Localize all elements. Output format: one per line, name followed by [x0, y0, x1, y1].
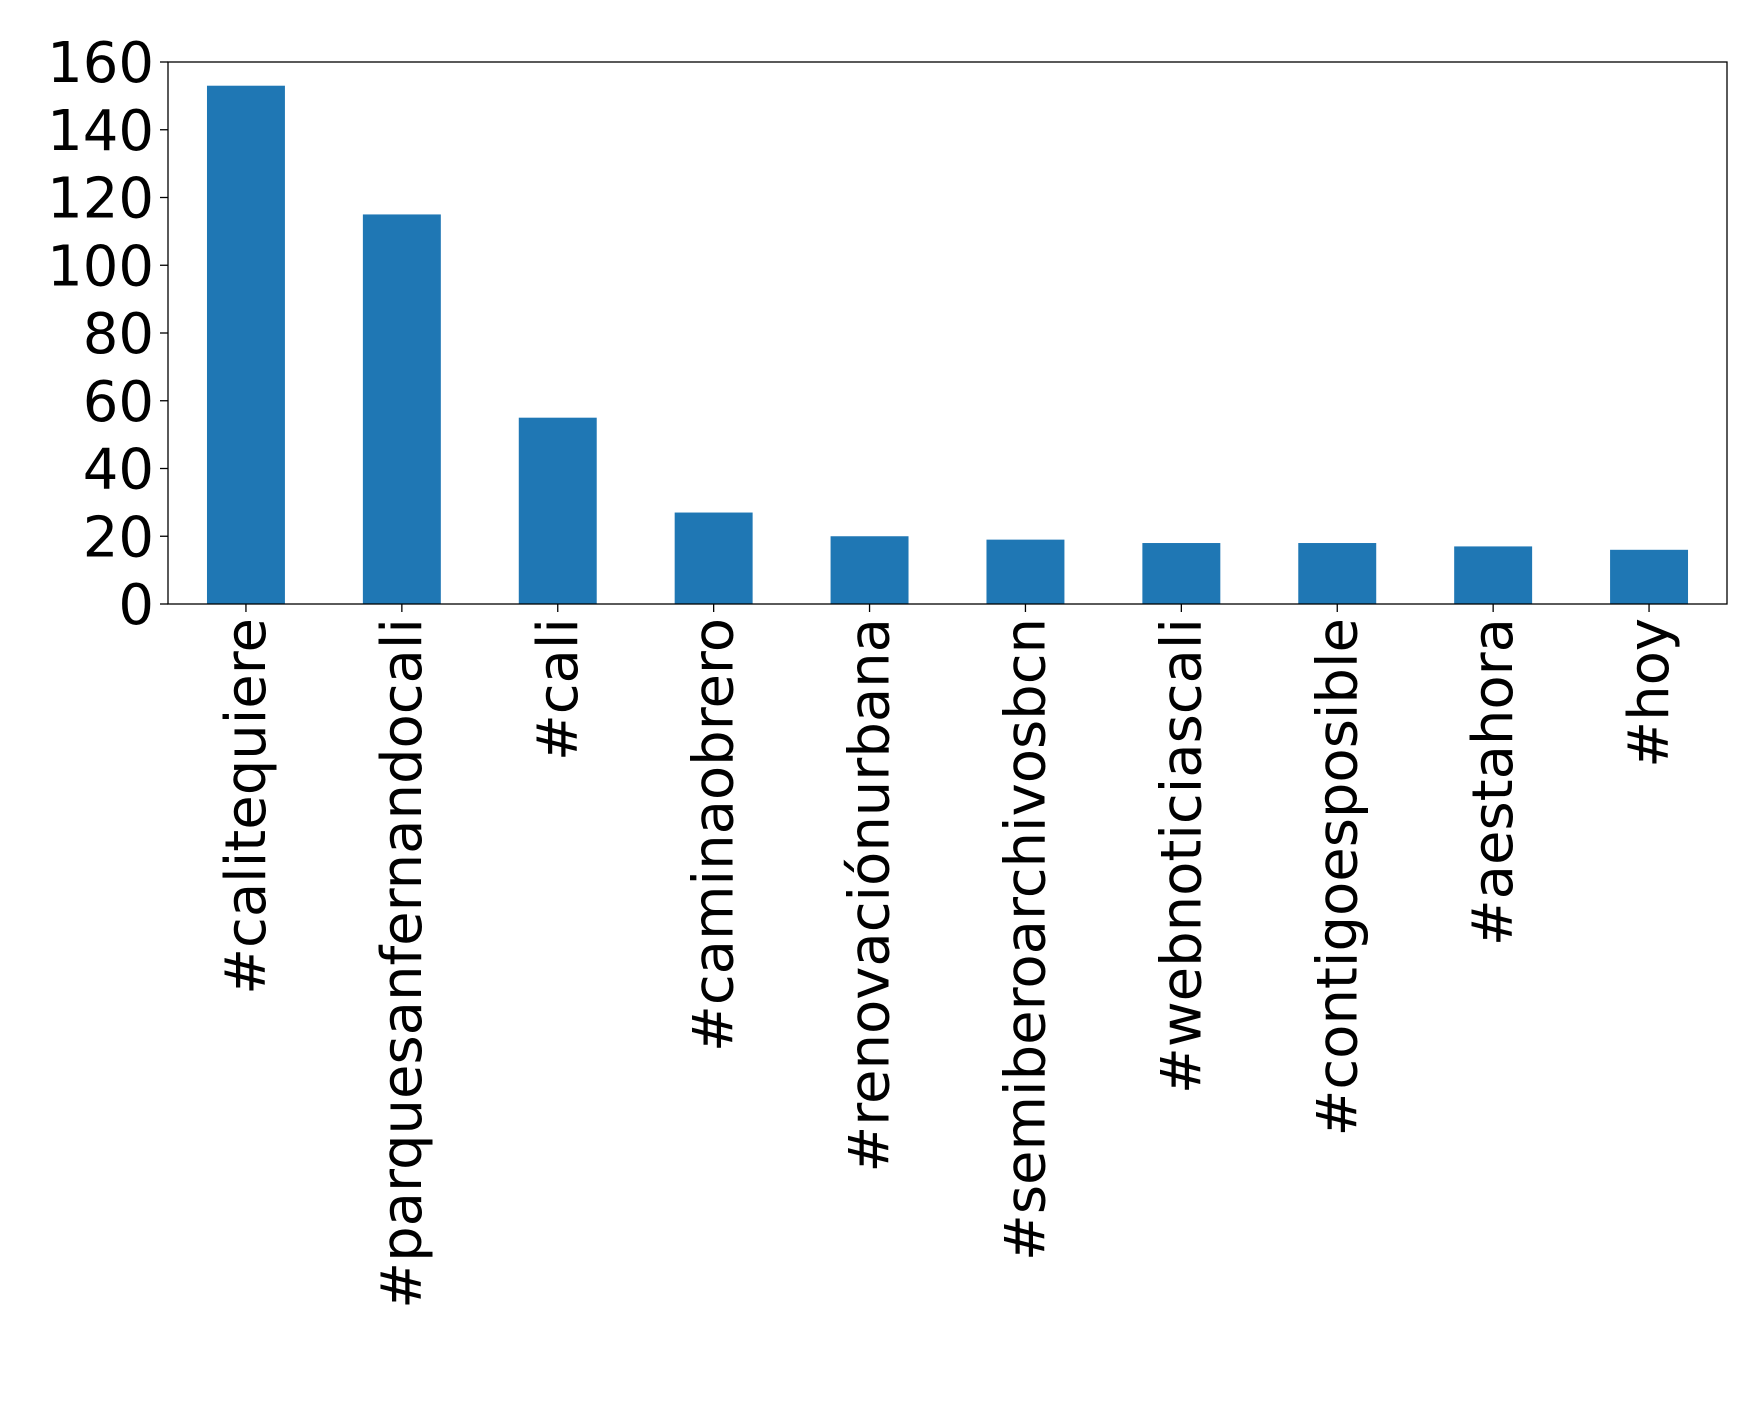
x-tick-label-4: #renovaciónurbana — [838, 618, 903, 1173]
x-tick-label-8: #aestahora — [1461, 618, 1526, 946]
x-tick-label-0: #calitequiere — [214, 618, 279, 995]
y-tick-label-8: 160 — [47, 31, 154, 96]
x-tick-label-5: #semiberoarchivosbcn — [993, 618, 1058, 1261]
y-tick-label-0: 0 — [118, 573, 154, 638]
x-tick-label-6: #webnoticiascali — [1149, 618, 1214, 1094]
plot-frame — [167, 61, 1728, 605]
y-tick-label-4: 80 — [83, 302, 154, 367]
bar-3 — [674, 512, 753, 604]
x-axis-ticks: #calitequiere #parquesanfernandocali #cali… — [214, 604, 1682, 1309]
bar-9 — [1610, 549, 1689, 604]
y-tick-label-6: 120 — [47, 167, 154, 232]
bar-6 — [1142, 543, 1221, 604]
y-tick-label-3: 60 — [83, 370, 154, 435]
x-tick-label-3: #caminaobrero — [682, 618, 747, 1052]
x-tick-label-2: #cali — [526, 618, 591, 761]
x-tick-label-1: #parquesanfernandocali — [370, 618, 435, 1309]
bar-4 — [830, 536, 909, 604]
x-tick-label-7: #contigoesposible — [1305, 618, 1370, 1137]
y-tick-label-7: 140 — [47, 99, 154, 164]
bar-5 — [986, 539, 1065, 604]
y-tick-label-5: 100 — [47, 234, 154, 299]
bar-8 — [1454, 546, 1533, 604]
y-tick-label-1: 20 — [83, 505, 154, 570]
bar-7 — [1298, 543, 1377, 604]
y-tick-label-2: 40 — [83, 438, 154, 503]
bars-group — [206, 85, 1689, 604]
bar-0 — [206, 85, 285, 604]
x-tick-label-9: #hoy — [1617, 618, 1682, 768]
bar-2 — [518, 417, 597, 604]
bar-1 — [362, 214, 441, 604]
